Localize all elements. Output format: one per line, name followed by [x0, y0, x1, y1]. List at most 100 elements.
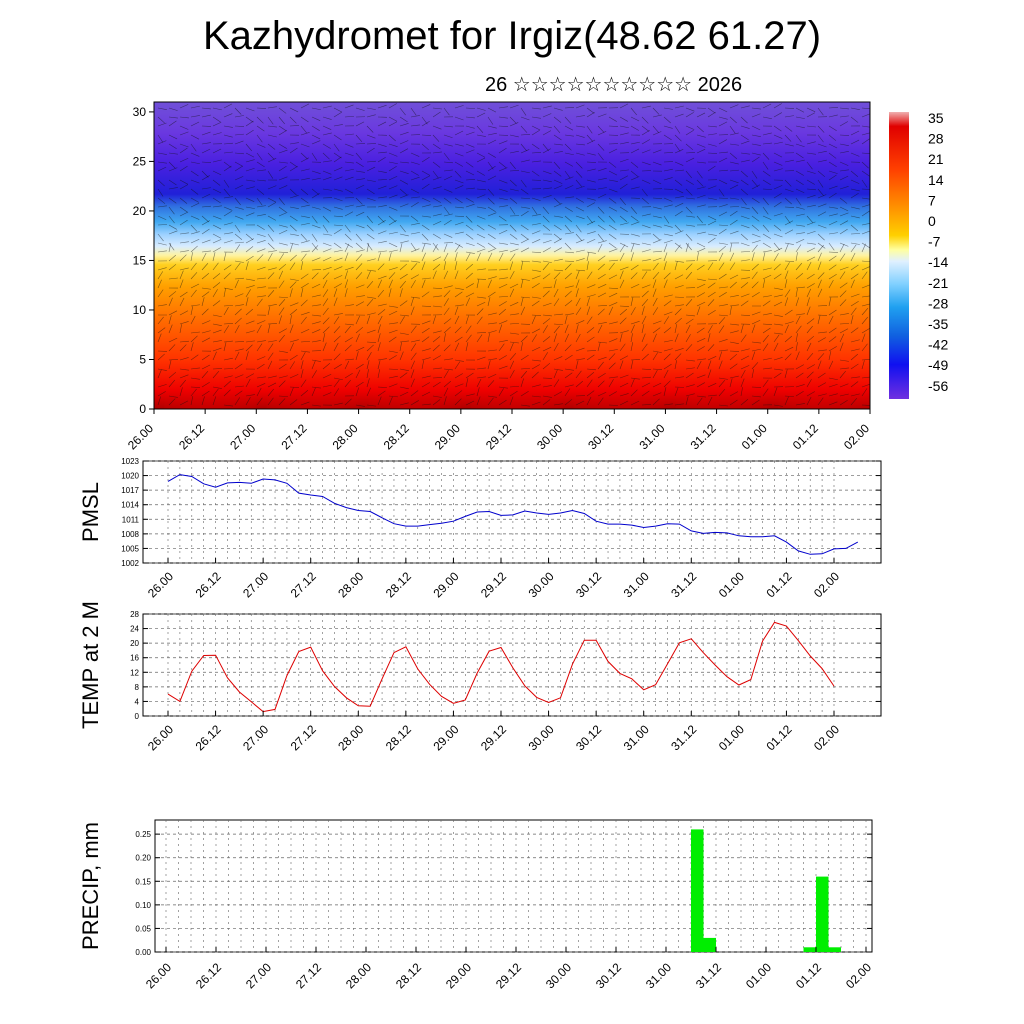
wind-barb [509, 396, 514, 406]
wind-barb [718, 151, 728, 154]
wind-barb [311, 386, 321, 389]
wind-barb [300, 233, 308, 241]
wind-barb [553, 288, 559, 298]
wind-barb [685, 384, 695, 388]
wind-barb [520, 116, 530, 121]
wind-barb [553, 203, 563, 208]
wind-barb [597, 361, 604, 370]
wind-barb [179, 387, 183, 397]
wind-barb [212, 368, 223, 370]
wind-barb [234, 224, 241, 233]
wind-barb [630, 359, 640, 361]
wind-barb [443, 387, 449, 397]
wind-barb [575, 279, 580, 289]
wind-barb [377, 252, 381, 262]
wind-barb [443, 169, 453, 172]
wind-barb [652, 392, 662, 397]
wind-barb [729, 399, 738, 406]
wind-barb [168, 134, 178, 140]
wind-barb [245, 233, 254, 240]
wind-barb [784, 353, 792, 361]
wind-barb [520, 335, 528, 343]
wind-barb [696, 134, 706, 138]
wind-barb [861, 333, 866, 343]
wind-barb [476, 334, 483, 343]
wind-barb [388, 161, 398, 165]
pmsl-xtick-label: 01.00 [716, 569, 747, 600]
wind-barb [366, 270, 371, 280]
wind-barb [663, 261, 667, 271]
wind-barb [729, 306, 732, 316]
wind-barb [443, 188, 453, 193]
wind-barb [718, 351, 723, 361]
wind-barb [223, 375, 233, 379]
wind-barb [751, 206, 759, 214]
wind-barb [542, 179, 552, 183]
wind-barb [806, 204, 816, 208]
wind-barb [850, 293, 860, 298]
wind-barb [685, 372, 694, 379]
wind-barb [828, 185, 838, 190]
wind-barb [773, 368, 783, 371]
wind-barb [432, 151, 442, 154]
wind-barb [674, 105, 684, 109]
wind-barb [784, 346, 794, 352]
wind-barb [652, 288, 657, 298]
wind-barb [663, 294, 673, 298]
upper-air-xtick-label: 27.12 [278, 421, 309, 452]
wind-barb [366, 341, 376, 343]
wind-barb [586, 161, 597, 163]
wind-barb [806, 283, 815, 289]
wind-barb [740, 206, 750, 210]
upper-air-xtick-label: 30.00 [534, 421, 565, 452]
wind-barb [278, 375, 288, 379]
wind-barb [377, 275, 387, 280]
wind-barb [773, 141, 783, 145]
wind-barb [586, 294, 596, 298]
temp-xtick-label: 27.00 [240, 722, 271, 753]
wind-barb [168, 224, 177, 230]
wind-barb [421, 291, 430, 298]
wind-barb [663, 134, 672, 141]
wind-barb [531, 129, 540, 136]
upper-air-xtick-label: 31.00 [636, 421, 667, 452]
wind-barb [256, 134, 263, 143]
wind-barb [399, 314, 409, 317]
wind-barb [542, 290, 550, 298]
wind-barb [542, 187, 552, 190]
wind-barb [784, 297, 789, 307]
wind-barb [762, 116, 772, 119]
wind-barb [421, 183, 430, 190]
wind-barb [542, 143, 549, 152]
wind-barb [674, 333, 679, 343]
pmsl-xtick-label: 26.12 [193, 569, 224, 600]
wind-barb [388, 249, 398, 253]
wind-barb [157, 116, 165, 124]
wind-barb [608, 188, 618, 193]
wind-barb [861, 170, 870, 177]
wind-barb [168, 291, 177, 298]
wind-barb [223, 325, 230, 334]
wind-barb [806, 125, 816, 128]
wind-barb [696, 170, 703, 179]
wind-barb [531, 300, 540, 307]
wind-barb [322, 333, 326, 343]
wind-barb [751, 386, 762, 388]
wind-barb [267, 233, 274, 242]
wind-barb [729, 363, 738, 370]
wind-barb [608, 248, 618, 253]
wind-barb [300, 299, 308, 307]
wind-barb [850, 348, 860, 352]
wind-barb [190, 105, 200, 109]
wind-barb [828, 220, 838, 226]
pmsl-frame [142, 460, 882, 564]
wind-barb [256, 197, 263, 206]
wind-barb [784, 159, 794, 163]
upper-air-ytick-label: 5 [139, 352, 146, 366]
wind-barb [652, 398, 660, 406]
wind-barb [201, 170, 209, 178]
colorbar-label: 0 [928, 213, 936, 229]
wind-barb [828, 213, 838, 217]
wind-barb [267, 143, 276, 150]
